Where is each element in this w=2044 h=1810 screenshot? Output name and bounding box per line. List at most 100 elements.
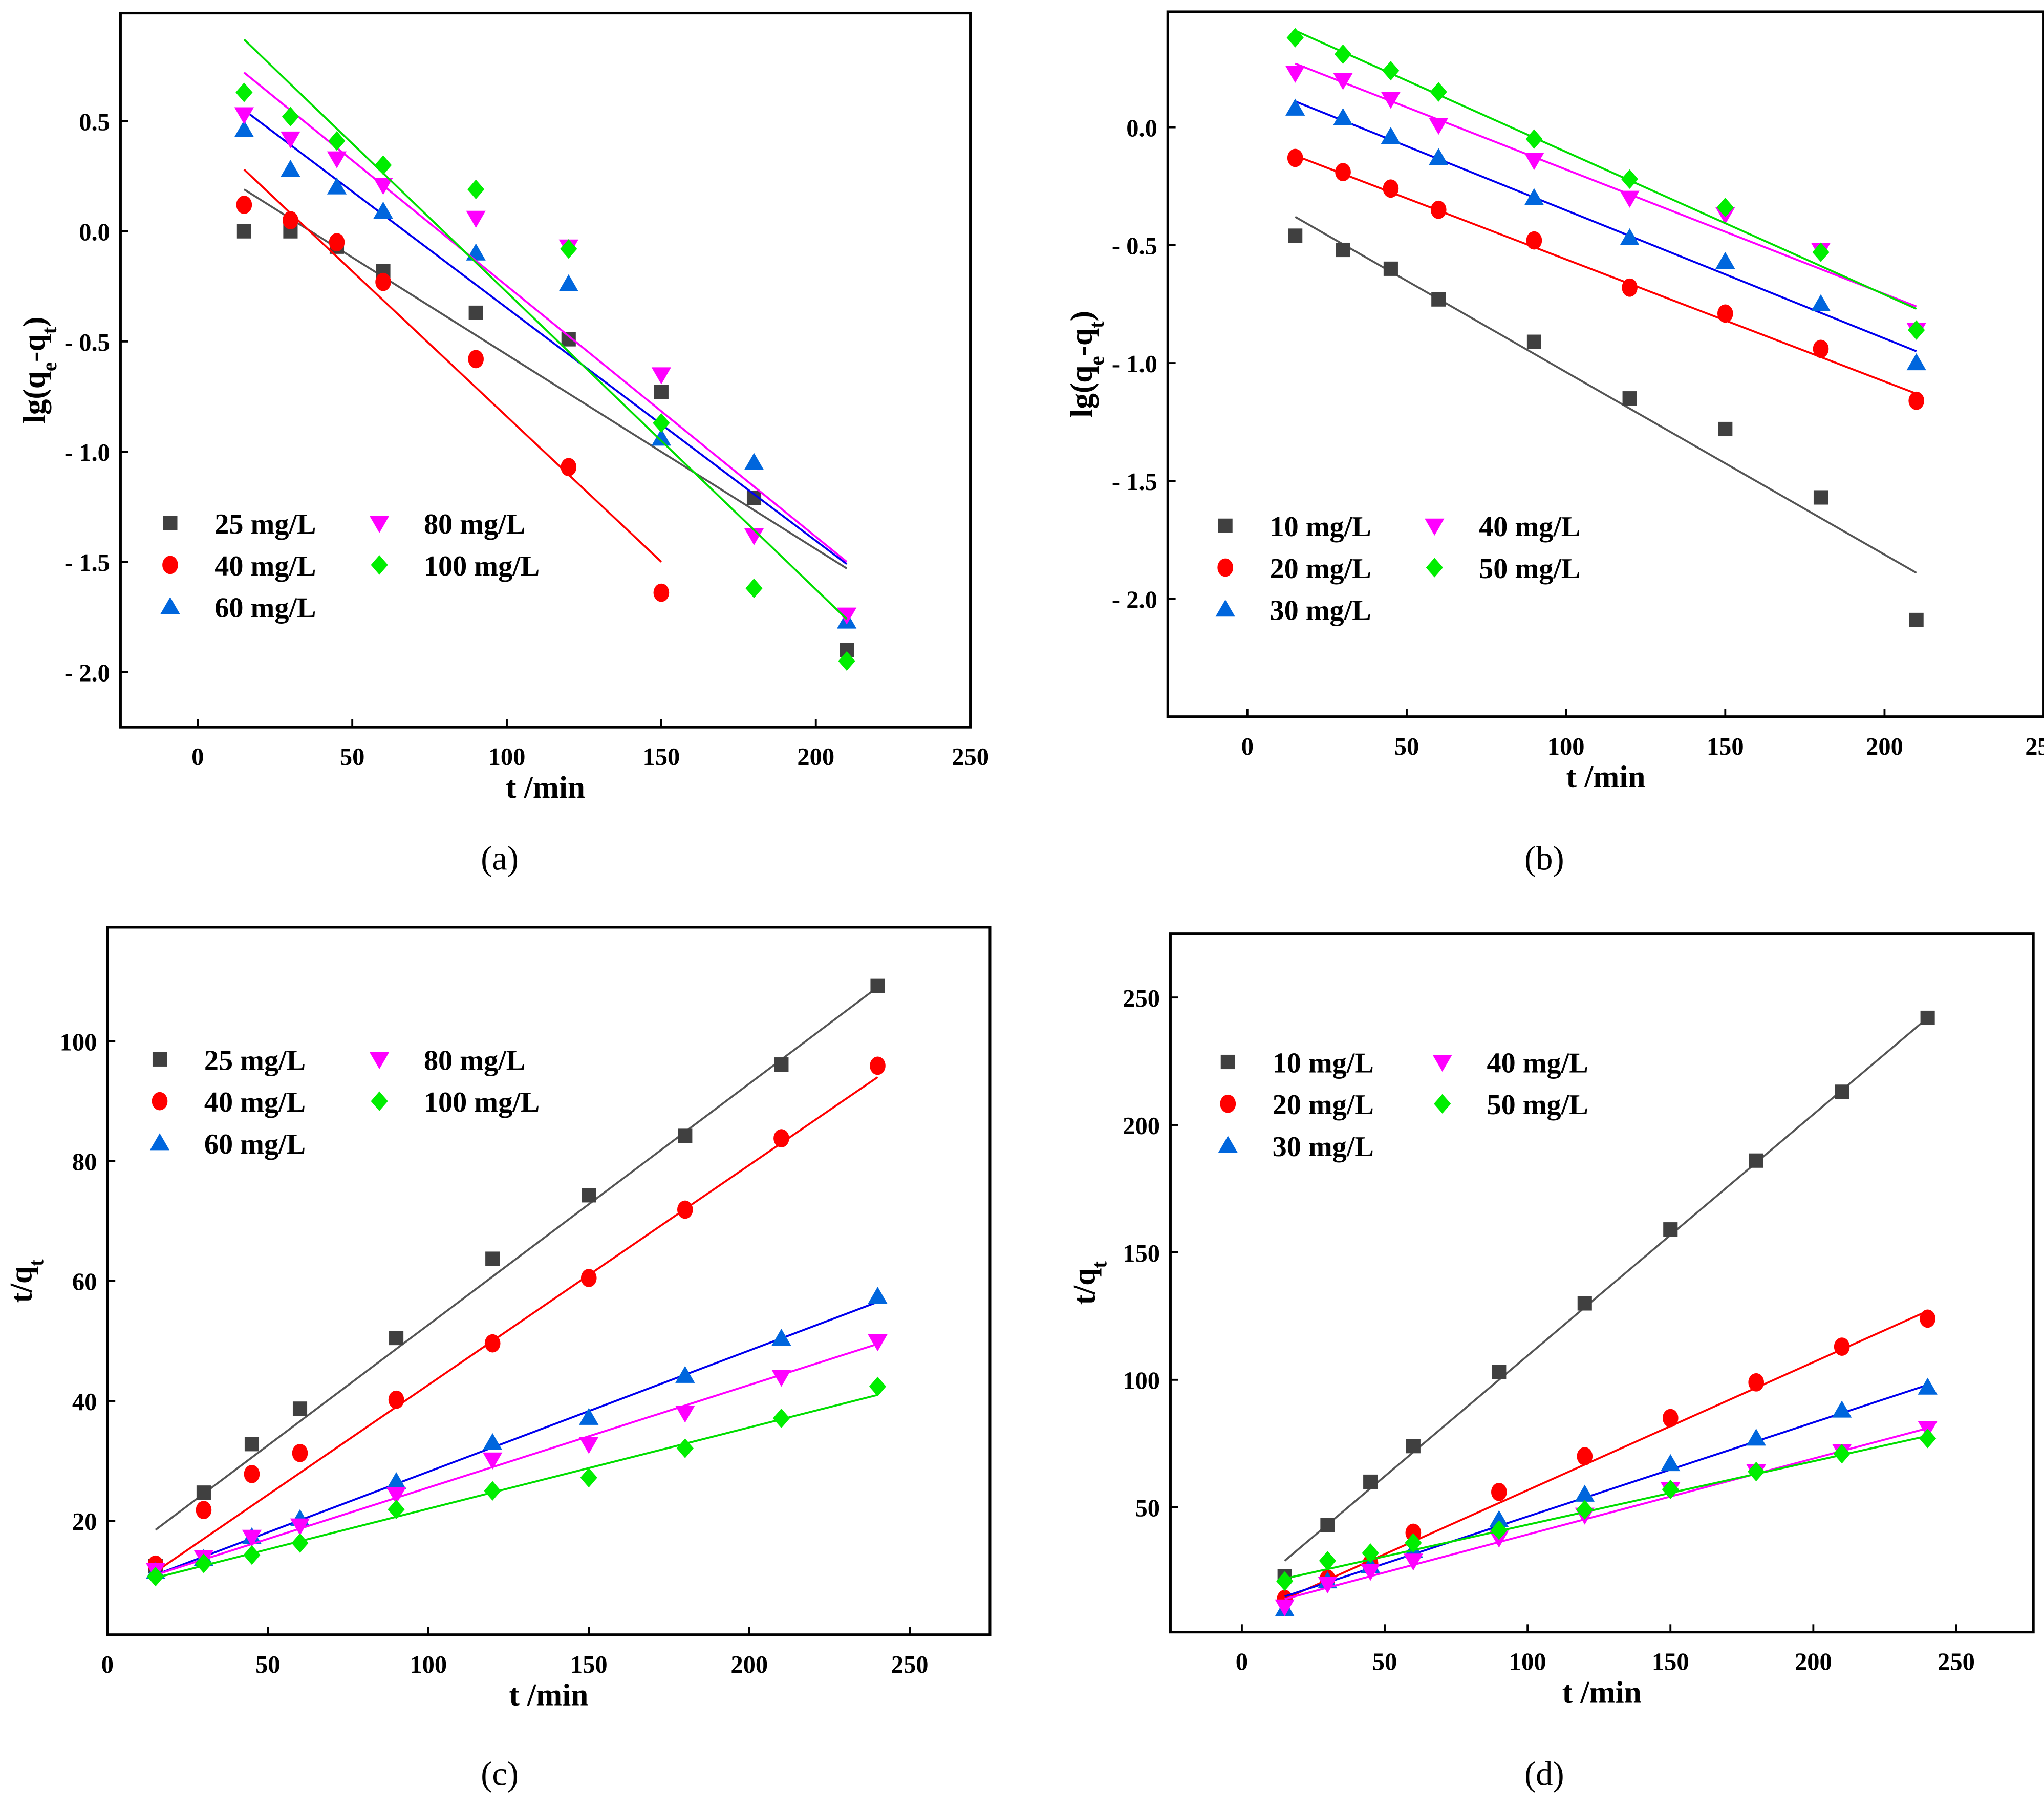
data-point — [772, 1408, 790, 1429]
series-20-mg-l — [1287, 148, 1925, 410]
data-point — [1383, 261, 1398, 276]
x-tick-label: 0 — [1236, 1649, 1248, 1676]
legend-label: 60 mg/L — [214, 592, 316, 624]
data-point — [1811, 294, 1831, 311]
data-point — [836, 607, 857, 625]
data-point — [328, 131, 346, 151]
y-axis-label: t/qt — [1067, 1261, 1111, 1305]
data-point — [1662, 1409, 1679, 1428]
data-point — [484, 1481, 501, 1501]
data-point — [386, 1472, 406, 1489]
legend-marker-icon — [369, 516, 390, 533]
plot-frame — [119, 11, 972, 729]
y-label-part: t — [1088, 1261, 1111, 1268]
series-25-mg-l — [148, 978, 885, 1573]
y-tick-label: 20 — [72, 1508, 97, 1536]
series-100-mg-l — [147, 1376, 887, 1587]
data-point — [1276, 1571, 1294, 1591]
data-point — [1320, 1518, 1335, 1532]
y-tick-label: 100 — [60, 1029, 97, 1056]
data-point — [373, 201, 393, 219]
plot-frame — [106, 926, 992, 1636]
data-point — [1575, 1484, 1595, 1502]
legend-item: 60 mg/L — [160, 592, 316, 624]
data-point — [243, 1545, 261, 1565]
data-point — [651, 367, 672, 385]
legend-item: 25 mg/L — [152, 1045, 306, 1076]
legend-marker-icon — [1215, 600, 1235, 617]
data-point — [281, 131, 300, 149]
data-point — [579, 1408, 599, 1425]
legend-item: 30 mg/L — [1215, 595, 1371, 627]
data-point — [651, 429, 672, 446]
legend-label: 20 mg/L — [1270, 553, 1371, 585]
series-40-mg-l — [1285, 62, 1926, 340]
data-point — [675, 1406, 695, 1423]
data-point — [1832, 1400, 1852, 1418]
y-label-part: e — [1085, 356, 1108, 365]
chart-panel-4: 0 50 100 150 200 250 50 100 150 200 250 t /min t/qt (… — [1067, 932, 2035, 1793]
y-axis-label: lg(qe-qt) — [17, 316, 61, 423]
x-tick-label: 50 — [340, 743, 365, 771]
fit-line — [1284, 1427, 1928, 1600]
data-point — [1363, 1474, 1378, 1489]
x-tick-label: 250 — [1938, 1649, 1975, 1676]
legend-item: 40 mg/L — [162, 550, 316, 582]
data-point — [1622, 278, 1638, 297]
data-point — [1663, 1222, 1678, 1237]
data-point — [1318, 1577, 1338, 1594]
legend-marker-icon — [1217, 558, 1234, 577]
legend-item: 10 mg/L — [1218, 511, 1371, 543]
series-40-mg-l — [147, 1056, 886, 1574]
data-point — [745, 578, 763, 599]
fit-line — [155, 1301, 878, 1576]
legend-marker-icon — [371, 555, 388, 575]
data-point — [1749, 1153, 1763, 1168]
data-point — [1383, 179, 1399, 198]
legend-label: 80 mg/L — [424, 508, 525, 540]
data-point — [1718, 421, 1733, 437]
x-tick-label: 100 — [1509, 1649, 1546, 1676]
panel-caption: (a) — [481, 840, 519, 878]
data-point — [1287, 148, 1303, 167]
data-point — [1835, 1084, 1849, 1099]
data-point — [676, 1438, 694, 1458]
data-point — [1920, 1010, 1935, 1026]
data-point — [870, 1056, 886, 1075]
fit-line — [1284, 1435, 1928, 1580]
x-tick-label: 250 — [952, 743, 989, 771]
data-point — [1746, 1429, 1766, 1446]
data-point — [234, 107, 254, 124]
x-tick-label: 100 — [410, 1651, 447, 1678]
legend: 10 mg/L 20 mg/L 30 mg/L 40 mg/L 50 mg/L — [1218, 1047, 1588, 1163]
data-point — [774, 1057, 789, 1072]
data-point — [1526, 231, 1542, 250]
x-tick-label: 100 — [488, 743, 526, 771]
x-tick-label: 0 — [101, 1651, 114, 1678]
data-point — [1333, 108, 1353, 125]
series-25-mg-l — [236, 188, 854, 657]
data-point — [1525, 129, 1543, 149]
legend-marker-icon — [162, 556, 178, 574]
data-point — [196, 1501, 212, 1520]
data-point — [281, 159, 300, 177]
legend-label: 20 mg/L — [1273, 1089, 1374, 1121]
data-point — [1334, 44, 1352, 65]
data-point — [1336, 242, 1350, 258]
data-point — [1577, 1296, 1592, 1311]
legend-marker-icon — [1220, 1054, 1235, 1070]
y-label-part: lg(q — [1064, 366, 1099, 418]
data-point — [654, 385, 669, 399]
y-label-part: t — [1085, 321, 1108, 328]
data-point — [870, 978, 885, 993]
fit-line — [155, 1394, 878, 1579]
y-tick-label: - 1.5 — [64, 549, 110, 577]
legend-item: 40 mg/L — [152, 1087, 306, 1118]
x-tick-label: 250 — [2025, 733, 2044, 760]
data-point — [244, 1465, 260, 1483]
data-point — [579, 1437, 599, 1454]
y-tick-label: 80 — [72, 1149, 97, 1176]
fit-line — [1284, 1017, 1928, 1562]
data-point — [838, 651, 855, 671]
